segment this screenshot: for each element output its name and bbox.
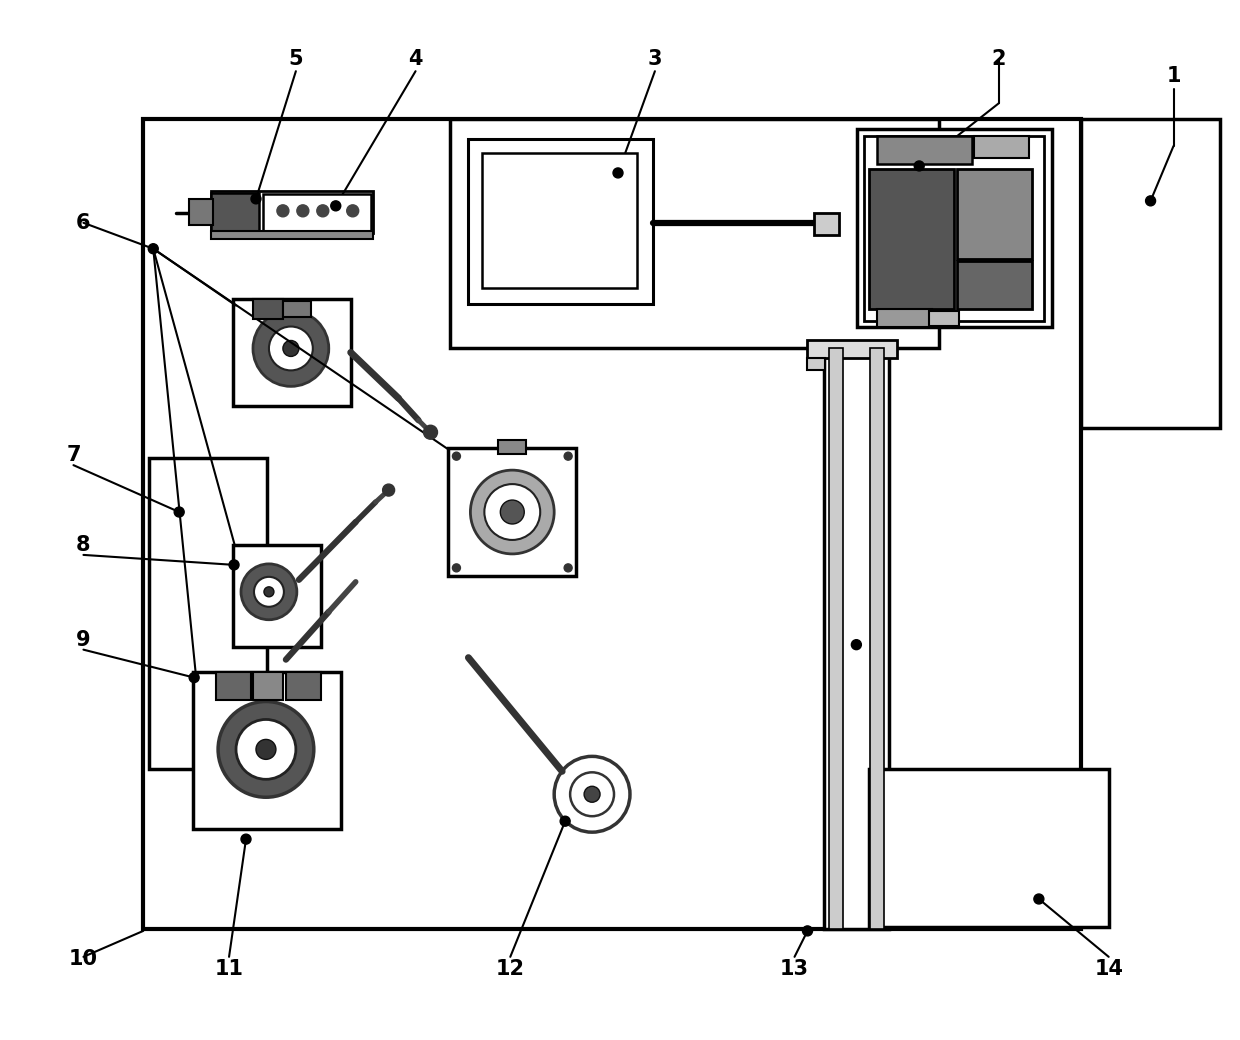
Circle shape xyxy=(500,500,525,524)
Circle shape xyxy=(564,452,572,460)
Bar xyxy=(253,672,283,700)
Circle shape xyxy=(331,201,341,211)
Circle shape xyxy=(470,470,554,554)
Circle shape xyxy=(613,167,622,178)
Bar xyxy=(211,231,373,239)
Circle shape xyxy=(253,311,329,386)
Circle shape xyxy=(453,452,460,460)
Circle shape xyxy=(174,508,185,517)
Bar xyxy=(144,119,1081,929)
Text: 13: 13 xyxy=(780,959,808,979)
Bar xyxy=(878,136,972,164)
Circle shape xyxy=(218,702,314,798)
Bar xyxy=(870,348,884,929)
Bar xyxy=(957,261,1032,309)
Circle shape xyxy=(1146,196,1156,206)
Bar xyxy=(869,168,954,309)
Bar xyxy=(857,129,1052,327)
Bar xyxy=(807,359,826,370)
Circle shape xyxy=(802,926,812,936)
Bar xyxy=(190,199,213,225)
Bar xyxy=(211,192,259,231)
Circle shape xyxy=(424,425,438,439)
Text: 7: 7 xyxy=(66,445,81,465)
Circle shape xyxy=(554,756,630,832)
Bar xyxy=(878,309,932,327)
Bar xyxy=(211,191,373,233)
Text: 4: 4 xyxy=(408,49,423,70)
Bar xyxy=(929,311,959,326)
Bar xyxy=(957,168,1032,259)
Text: 6: 6 xyxy=(76,213,91,233)
Bar xyxy=(469,139,653,304)
Text: 3: 3 xyxy=(647,49,662,70)
Circle shape xyxy=(383,484,394,496)
Circle shape xyxy=(584,786,600,802)
Circle shape xyxy=(485,484,541,540)
Circle shape xyxy=(254,577,284,606)
Text: 2: 2 xyxy=(992,49,1006,70)
Text: 14: 14 xyxy=(1094,959,1123,979)
Circle shape xyxy=(453,564,460,572)
Circle shape xyxy=(914,161,924,171)
Circle shape xyxy=(236,720,296,779)
Bar xyxy=(253,298,283,318)
Bar xyxy=(233,545,321,647)
Text: 11: 11 xyxy=(215,959,243,979)
Bar xyxy=(449,448,577,576)
Circle shape xyxy=(570,773,614,816)
Text: 10: 10 xyxy=(69,948,98,969)
Bar xyxy=(869,770,1109,927)
Bar xyxy=(825,348,889,929)
Bar xyxy=(498,440,526,454)
Circle shape xyxy=(560,816,570,826)
Bar xyxy=(286,672,321,700)
Bar xyxy=(815,213,839,235)
Circle shape xyxy=(250,193,260,204)
Text: 1: 1 xyxy=(1167,67,1180,86)
Bar xyxy=(864,136,1044,320)
Circle shape xyxy=(852,640,862,650)
Circle shape xyxy=(316,205,329,216)
Bar xyxy=(482,153,637,288)
Bar xyxy=(830,348,843,929)
Circle shape xyxy=(296,205,309,216)
Bar xyxy=(807,340,898,359)
Bar xyxy=(975,136,1029,158)
Bar xyxy=(1081,119,1220,428)
Circle shape xyxy=(255,739,277,759)
Bar xyxy=(450,119,939,348)
Circle shape xyxy=(241,564,296,620)
Bar xyxy=(193,672,341,829)
Circle shape xyxy=(1034,894,1044,904)
Circle shape xyxy=(277,205,289,216)
Bar xyxy=(216,672,250,700)
Circle shape xyxy=(241,834,250,844)
Text: 8: 8 xyxy=(76,535,91,555)
Bar xyxy=(149,459,267,770)
Circle shape xyxy=(264,587,274,597)
Text: 12: 12 xyxy=(496,959,525,979)
Circle shape xyxy=(149,243,159,254)
Circle shape xyxy=(190,673,200,682)
Bar xyxy=(283,301,311,316)
Text: 5: 5 xyxy=(289,49,304,70)
Circle shape xyxy=(229,560,239,570)
Circle shape xyxy=(269,327,312,370)
Circle shape xyxy=(564,564,572,572)
Bar xyxy=(233,298,351,407)
Circle shape xyxy=(283,340,299,357)
Circle shape xyxy=(347,205,358,216)
Bar xyxy=(263,193,371,231)
Text: 9: 9 xyxy=(76,629,91,650)
